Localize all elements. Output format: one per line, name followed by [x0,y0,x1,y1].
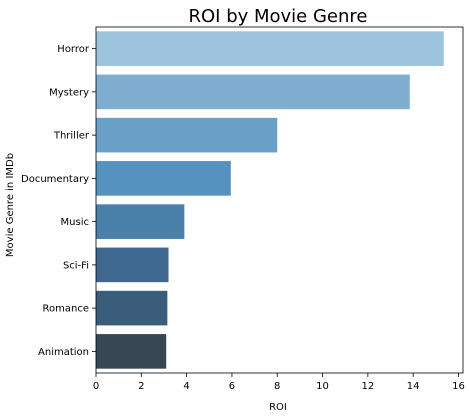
y-tick-label: Music [61,217,89,228]
bars-group [96,31,444,369]
y-tick-labels: Horror Mystery Thriller Documentary Music Sci… [21,44,96,358]
x-tick-label: 2 [138,381,144,392]
bar-animation [96,334,167,369]
x-axis-label: ROI [269,402,287,413]
y-tick-label: Mystery [49,87,89,98]
x-tick-label: 16 [452,381,465,392]
plot-frame [95,26,464,374]
bar-thriller [96,117,278,153]
bar-horror [96,31,444,66]
chart-title: ROI by Movie Genre [188,6,367,27]
x-tick-label: 6 [229,381,235,392]
bar-music [96,204,185,239]
x-ticks: 0 2 4 6 8 10 12 14 16 [93,373,465,392]
x-tick-label: 10 [316,381,329,392]
x-tick-label: 12 [361,381,374,392]
x-tick-label: 8 [274,381,280,392]
bar-mystery [96,74,410,110]
y-tick-label: Thriller [53,131,90,142]
y-axis-label: Movie Genre in IMDb [5,153,16,257]
bar-romance [96,290,168,326]
y-tick-label: Horror [57,44,90,55]
x-tick-label: 4 [183,381,189,392]
bar-sci-fi [96,247,169,283]
bar-documentary [96,161,231,196]
y-tick-label: Documentary [21,174,89,185]
x-tick-label: 0 [93,381,99,392]
x-tick-label: 14 [407,381,420,392]
y-tick-label: Romance [43,304,89,315]
y-tick-label: Sci-Fi [63,260,89,271]
y-tick-label: Animation [38,347,89,358]
